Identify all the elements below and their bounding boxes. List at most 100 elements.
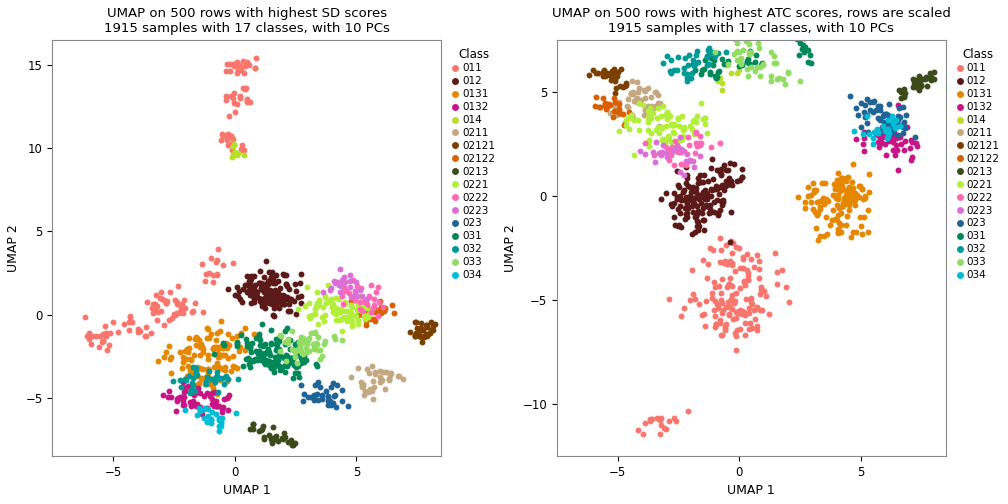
Point <box>875 133 891 141</box>
Point <box>265 434 281 442</box>
Point <box>662 56 678 64</box>
Point <box>237 61 253 70</box>
Point <box>729 177 745 185</box>
Point <box>268 299 284 307</box>
Point <box>894 129 910 137</box>
Point <box>631 147 647 155</box>
Point <box>267 289 283 297</box>
Point <box>686 149 703 157</box>
Point <box>231 287 247 295</box>
Point <box>307 329 324 337</box>
Point <box>243 275 259 283</box>
Point <box>820 197 836 205</box>
Point <box>244 286 260 294</box>
Point <box>185 351 202 359</box>
Point <box>201 334 217 342</box>
Point <box>857 101 873 109</box>
Point <box>884 132 900 140</box>
Point <box>284 327 300 335</box>
Point <box>676 147 692 155</box>
Point <box>254 425 270 433</box>
Point <box>721 173 737 181</box>
Point <box>666 130 682 138</box>
Point <box>675 64 691 72</box>
Point <box>230 69 246 77</box>
Point <box>805 185 822 194</box>
Point <box>860 228 876 236</box>
Point <box>683 183 700 192</box>
Point <box>697 114 713 122</box>
Point <box>736 307 752 316</box>
Point <box>766 59 782 67</box>
Point <box>763 77 779 85</box>
Point <box>267 359 283 367</box>
Point <box>911 86 927 94</box>
Point <box>657 122 673 130</box>
Point <box>671 168 687 176</box>
Point <box>361 310 377 318</box>
Point <box>181 389 198 397</box>
Point <box>902 144 918 152</box>
Point <box>710 209 726 217</box>
Point <box>712 316 728 324</box>
Point <box>843 184 859 192</box>
Point <box>832 179 848 187</box>
Point <box>328 335 344 343</box>
Point <box>871 132 887 140</box>
Point <box>233 94 249 102</box>
Point <box>349 282 365 290</box>
Point <box>116 321 132 329</box>
Point <box>342 313 358 322</box>
Point <box>615 83 631 91</box>
Point <box>195 410 211 418</box>
Point <box>871 143 887 151</box>
Point <box>780 20 796 28</box>
Point <box>812 197 829 205</box>
Point <box>253 425 269 433</box>
Point <box>688 19 705 27</box>
Point <box>640 107 656 115</box>
Point <box>247 64 263 72</box>
Point <box>621 108 637 116</box>
Point <box>922 73 938 81</box>
Point <box>655 141 671 149</box>
Point <box>887 131 903 139</box>
Point <box>221 112 237 120</box>
Point <box>318 293 334 301</box>
Point <box>201 350 217 358</box>
Point <box>715 86 731 94</box>
Point <box>294 338 310 346</box>
Point <box>168 407 184 415</box>
Point <box>768 59 784 68</box>
Point <box>246 286 262 294</box>
Point <box>257 304 273 312</box>
Point <box>320 401 336 409</box>
Point <box>816 232 833 240</box>
Point <box>289 293 305 301</box>
Point <box>703 193 719 201</box>
Point <box>686 61 703 70</box>
Point <box>412 326 428 334</box>
Point <box>752 61 768 69</box>
Point <box>726 298 742 306</box>
Point <box>407 318 423 326</box>
Point <box>653 123 669 131</box>
Point <box>651 122 667 130</box>
Point <box>294 350 310 358</box>
Point <box>286 361 302 369</box>
Point <box>724 5 740 13</box>
Point <box>354 292 370 300</box>
Point <box>732 264 748 272</box>
Point <box>695 3 711 11</box>
Point <box>218 131 234 139</box>
Point <box>790 193 806 201</box>
Point <box>260 293 276 301</box>
Point <box>230 149 246 157</box>
Point <box>373 305 389 313</box>
Point <box>375 303 391 311</box>
Point <box>359 303 375 311</box>
Point <box>287 369 303 377</box>
Point <box>234 298 250 306</box>
Point <box>268 290 284 298</box>
Point <box>875 128 891 136</box>
